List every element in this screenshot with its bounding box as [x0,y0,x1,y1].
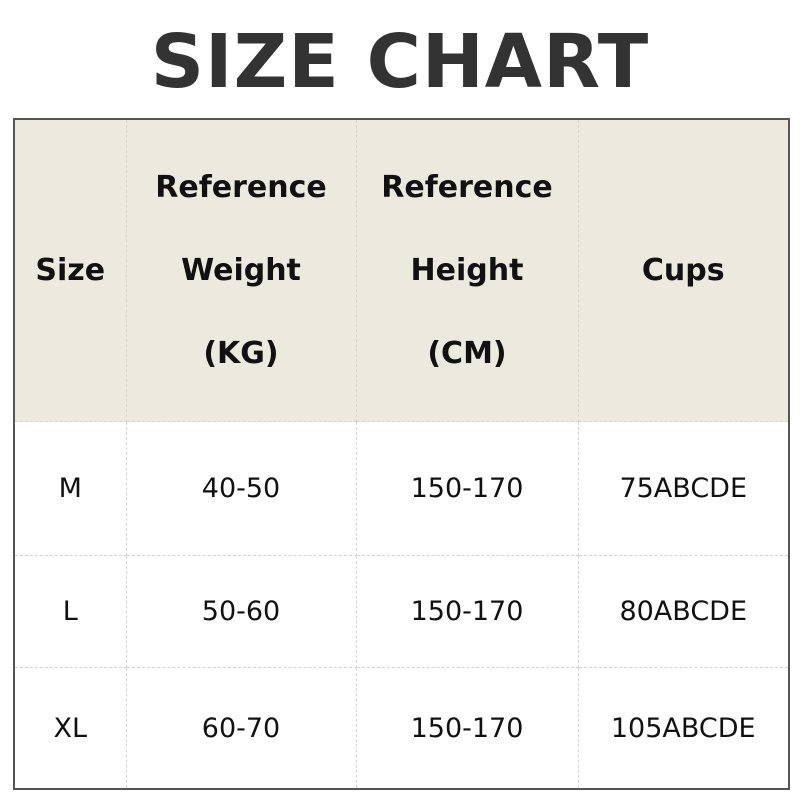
header-weight: Reference Weight (KG) [125,118,357,422]
table-row: L 50-60 150-170 80ABCDE [13,555,790,668]
cell-height: 150-170 [355,667,579,790]
cell-size: XL [13,667,127,790]
cell-height: 150-170 [355,421,579,556]
header-cups: Cups [577,118,790,422]
cell-cups: 80ABCDE [577,555,790,668]
cell-cups: 105ABCDE [577,667,790,790]
header-height: Reference Height (CM) [355,118,579,422]
cell-height: 150-170 [355,555,579,668]
page-title: SIZE CHART [150,19,650,105]
cell-weight: 60-70 [125,667,357,790]
cell-cups: 75ABCDE [577,421,790,556]
cell-weight: 50-60 [125,555,357,668]
cell-size: M [13,421,127,556]
size-chart-table: Size Reference Weight (KG) Reference Height… [13,118,790,790]
table-row: M 40-50 150-170 75ABCDE [13,421,790,556]
cell-size: L [13,555,127,668]
header-size: Size [13,118,127,422]
table-row: XL 60-70 150-170 105ABCDE [13,667,790,790]
header-row: Size Reference Weight (KG) Reference Height… [13,118,790,422]
cell-weight: 40-50 [125,421,357,556]
